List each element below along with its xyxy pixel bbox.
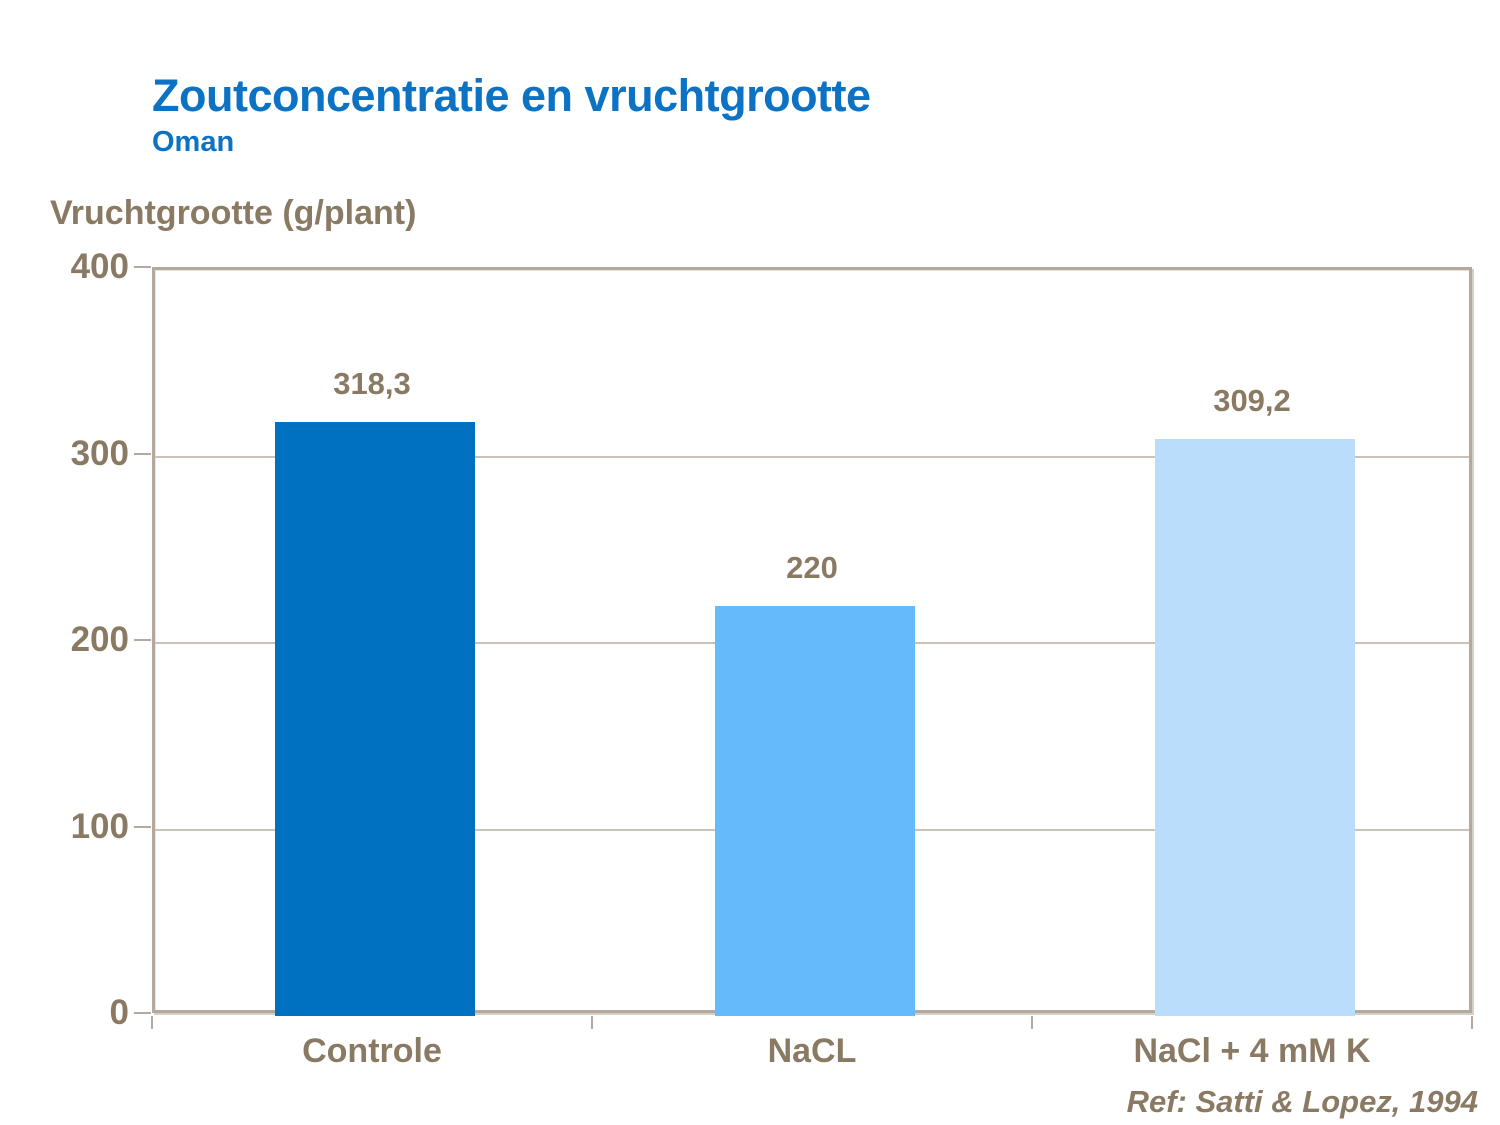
bar-controle: [275, 422, 475, 1016]
y-tick-mark-200: [134, 639, 151, 641]
y-tick-label-100: 100: [70, 806, 129, 846]
reference-text: Ref: Satti & Lopez, 1994: [1126, 1084, 1478, 1119]
x-tick-mark-1: [591, 1016, 593, 1029]
plot-area: [152, 267, 1472, 1016]
y-tick-mark-400: [134, 266, 151, 268]
bar-nacl-4-mm-k: [1155, 439, 1355, 1016]
y-tick-label-0: 0: [109, 993, 129, 1032]
y-tick-label-300: 300: [70, 433, 129, 473]
value-label-nacl-4-mm-k: 309,2: [1213, 383, 1291, 419]
value-label-controle: 318,3: [333, 366, 411, 402]
chart-title: Zoutconcentratie en vruchtgrootte: [152, 70, 871, 121]
x-tick-mark-0: [151, 1016, 153, 1029]
y-tick-mark-0: [134, 1012, 151, 1014]
x-tick-mark-2: [1031, 1016, 1033, 1029]
y-tick-label-200: 200: [70, 620, 129, 659]
y-tick-mark-100: [134, 825, 151, 828]
x-category-label-controle: Controle: [302, 1032, 442, 1070]
x-category-label-nacl-4-mm-k: NaCl + 4 mM K: [1133, 1032, 1371, 1070]
value-label-nacl: 220: [786, 549, 838, 585]
x-category-label-nacl: NaCL: [767, 1032, 857, 1070]
bar-nacl: [715, 605, 915, 1016]
y-tick-mark-300: [134, 452, 151, 455]
y-axis-title: Vruchtgrootte (g/plant): [50, 194, 417, 232]
x-tick-mark-3: [1471, 1016, 1473, 1029]
gridline-300: [155, 455, 1469, 458]
y-tick-label-400: 400: [70, 247, 129, 286]
chart-subtitle: Oman: [152, 126, 235, 158]
